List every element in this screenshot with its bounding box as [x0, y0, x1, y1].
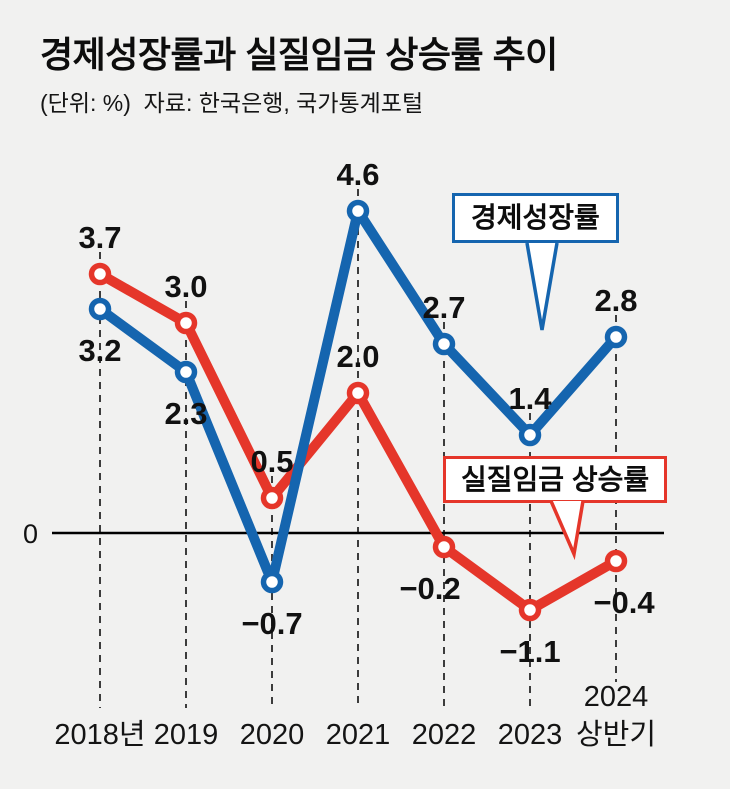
wage-point-marker [432, 535, 456, 559]
x-axis-label: 2022 [412, 719, 477, 751]
legend-wage-growth: 실질임금 상승률 [443, 456, 668, 503]
wage-point-marker [88, 262, 112, 286]
page-title: 경제성장률과 실질임금 상승률 추이 [40, 34, 558, 75]
wage-point-marker [604, 549, 628, 573]
x-axis-label: 2019 [154, 719, 219, 751]
gdp-point-marker [518, 423, 542, 447]
x-axis-label: 2024 [584, 681, 649, 713]
x-axis-label: 2018년 [54, 719, 145, 751]
gdp-point-marker [432, 332, 456, 356]
wage-point-marker [346, 381, 370, 405]
gdp-point-marker [88, 297, 112, 321]
value-label: 2.7 [422, 290, 465, 325]
legend-gdp-growth: 경제성장률 [452, 193, 619, 243]
value-label: 1.4 [508, 381, 552, 416]
wage-point-marker [174, 311, 198, 335]
value-label: 4.6 [336, 157, 379, 192]
legend-wage-growth-label: 실질임금 상승률 [461, 464, 650, 495]
value-label: 2.8 [594, 283, 637, 318]
value-label: 2.3 [164, 396, 207, 431]
value-label: 0.5 [250, 444, 293, 479]
value-label: 2.0 [336, 339, 379, 374]
gdp-point-marker [604, 325, 628, 349]
value-label: −0.2 [399, 571, 460, 606]
wage-point-marker [518, 598, 542, 622]
page-subtitle: (단위: %) 자료: 한국은행, 국가통계포털 [40, 90, 424, 116]
gdp-point-marker [260, 570, 284, 594]
value-label: 3.7 [78, 220, 121, 255]
value-label: −0.7 [241, 606, 302, 641]
x-axis-label: 상반기 [576, 719, 656, 751]
legend-gdp-growth-label: 경제성장률 [471, 202, 600, 233]
value-label: 3.0 [164, 269, 207, 304]
gdp-point-marker [346, 199, 370, 223]
legend-wage-callout-pointer [549, 500, 585, 561]
legend-gdp-callout-pointer [525, 242, 559, 331]
x-axis-label: 2021 [326, 719, 391, 751]
x-axis-label: 2023 [498, 719, 563, 751]
wage-point-marker [260, 486, 284, 510]
value-label: −0.4 [593, 585, 655, 620]
value-label: 3.2 [78, 333, 121, 368]
x-axis-label: 2020 [240, 719, 305, 751]
zero-axis-label: 0 [23, 519, 38, 549]
gdp-point-marker [174, 360, 198, 384]
value-label: −1.1 [499, 634, 560, 669]
